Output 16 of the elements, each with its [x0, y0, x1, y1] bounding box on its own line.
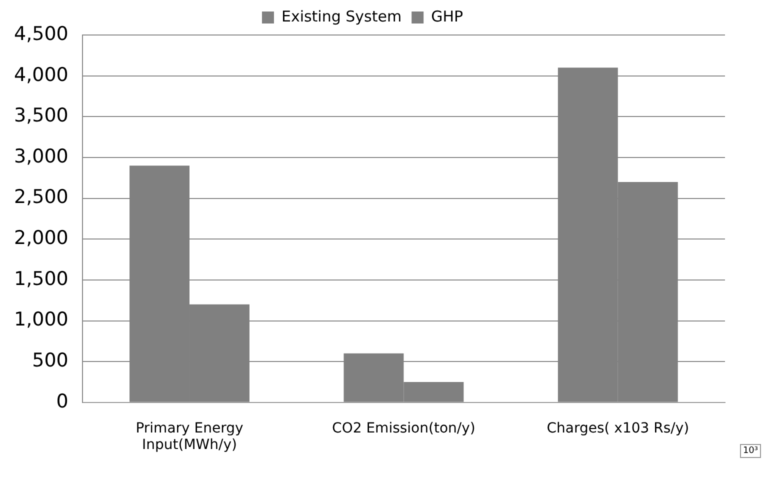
y-tick-label: 0: [56, 390, 68, 412]
x-tick-label: Charges( x103 Rs/y): [546, 420, 690, 436]
legend-label: Existing System: [281, 7, 402, 26]
y-tick-label: 3,000: [14, 145, 68, 168]
y-tick-label: 1,000: [14, 308, 68, 331]
x-tick-label: Primary Energy Input(MWh/y): [136, 420, 244, 454]
x-tick-label: CO2 Emission(ton/y): [332, 420, 476, 436]
y-tick-label: 500: [32, 350, 68, 372]
y-tick-label: 2,500: [14, 186, 68, 208]
y-tick-label: 1,500: [14, 268, 68, 290]
y-tick-label: 2,000: [14, 227, 68, 250]
legend-label: GHP: [431, 7, 464, 26]
text: 10³: [740, 444, 761, 458]
y-tick-label: 3,500: [14, 104, 68, 127]
y-tick-label: 4,500: [14, 22, 68, 45]
y-tick-label: 4,000: [14, 64, 68, 86]
